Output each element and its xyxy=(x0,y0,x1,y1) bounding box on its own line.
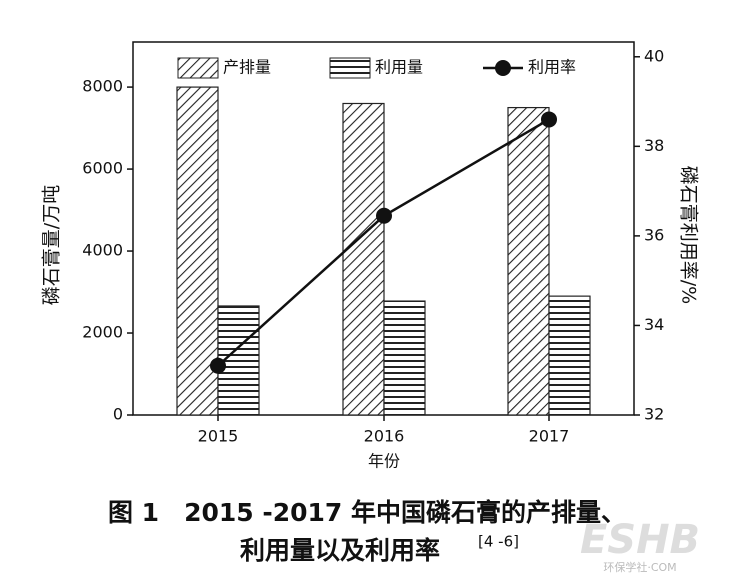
legend-swatch xyxy=(495,60,511,76)
bar xyxy=(383,300,426,416)
line-marker xyxy=(210,357,226,374)
watermark: ESHB xyxy=(580,517,700,563)
x-tick-label: 2015 xyxy=(198,427,239,446)
bar xyxy=(342,102,385,416)
x-tick-label: 2017 xyxy=(529,427,570,446)
x-axis-label: 年份 xyxy=(368,452,400,471)
legend-label: 利用量 xyxy=(375,58,423,77)
bar xyxy=(548,295,591,416)
y2-tick-label: 38 xyxy=(644,136,664,155)
legend-swatch xyxy=(177,57,219,79)
line-marker xyxy=(376,207,392,224)
caption-ref: [4 -6] xyxy=(478,533,519,551)
y-tick-label: 4000 xyxy=(82,241,123,260)
y2-tick-label: 36 xyxy=(644,225,664,244)
y-tick-label: 6000 xyxy=(82,159,123,178)
legend-label: 产排量 xyxy=(223,58,271,77)
line-marker xyxy=(541,111,557,128)
y2-tick-label: 34 xyxy=(644,315,664,334)
y2-tick-label: 40 xyxy=(644,46,664,65)
caption-line: 图 1 2015 -2017 年中国磷石膏的产排量、 xyxy=(108,498,626,527)
y-tick-label: 2000 xyxy=(82,323,123,342)
y2-axis-label: 磷石膏利用率/% xyxy=(678,166,701,304)
x-tick-label: 2016 xyxy=(364,427,405,446)
legend-swatch xyxy=(329,57,371,79)
y-tick-label: 8000 xyxy=(82,77,123,96)
y2-tick-label: 32 xyxy=(644,405,664,424)
legend-label: 利用率 xyxy=(528,58,576,77)
y-tick-label: 0 xyxy=(113,405,123,424)
watermark: 环保学社·COM xyxy=(603,560,676,574)
bar xyxy=(176,86,219,416)
caption-line: 利用量以及利用率 xyxy=(240,536,440,565)
bar xyxy=(507,106,550,416)
y-axis-label: 磷石膏量/万吨 xyxy=(40,185,63,305)
